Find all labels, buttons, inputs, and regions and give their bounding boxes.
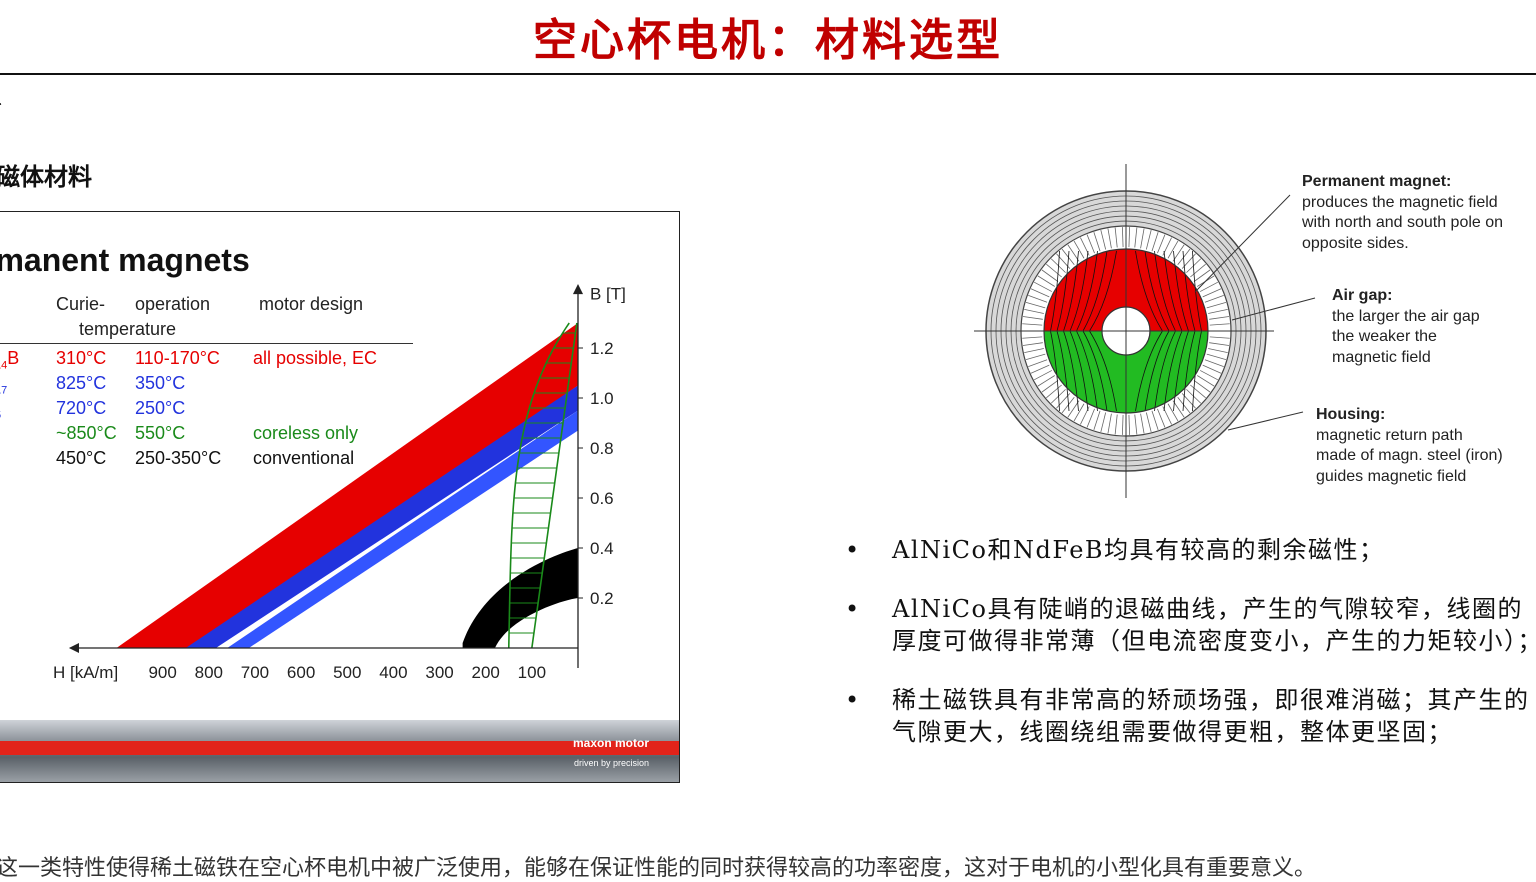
annotation-line: made of magn. steel (iron) xyxy=(1316,446,1503,467)
bullet-item: •AlNiCo和NdFeB均具有较高的剩余磁性； xyxy=(845,534,1536,566)
bullet-item: •AlNiCo具有陡峭的退磁曲线，产生的气隙较窄，线圈的厚度可做得非常薄（但电流… xyxy=(845,593,1536,657)
bottom-paragraph-fragment: 这一类特性使得稀土磁铁在空心杯电机中被广泛使用，能够在保证性能的同时获得较高的功… xyxy=(0,850,1316,882)
annotation-line: magnetic field xyxy=(1332,348,1480,369)
annotation-line: opposite sides. xyxy=(1302,234,1503,255)
annotation-line: the larger the air gap xyxy=(1332,307,1480,328)
housing-label: Housing: xyxy=(1316,405,1503,426)
annotation-line: guides magnetic field xyxy=(1316,467,1503,488)
permanent-magnet-annotation: Permanent magnet: produces the magnetic … xyxy=(1302,172,1503,254)
annotation-line: the weaker the xyxy=(1332,327,1480,348)
annotation-line: magnetic return path xyxy=(1316,426,1503,447)
air-gap-label: Air gap: xyxy=(1332,286,1480,307)
annotation-line: with north and south pole on xyxy=(1302,213,1503,234)
air-gap-annotation: Air gap: the larger the air gap the weak… xyxy=(1332,286,1480,368)
housing-annotation: Housing: magnetic return path made of ma… xyxy=(1316,405,1503,487)
bullet-list: •AlNiCo和NdFeB均具有较高的剩余磁性； •AlNiCo具有陡峭的退磁曲… xyxy=(845,534,1536,775)
permanent-magnet-label: Permanent magnet: xyxy=(1302,172,1503,193)
bullet-item: •稀土磁铁具有非常高的矫顽场强，即很难消磁；其产生的气隙更大，线圈绕组需要做得更… xyxy=(845,684,1536,748)
annotation-line: produces the magnetic field xyxy=(1302,193,1503,214)
